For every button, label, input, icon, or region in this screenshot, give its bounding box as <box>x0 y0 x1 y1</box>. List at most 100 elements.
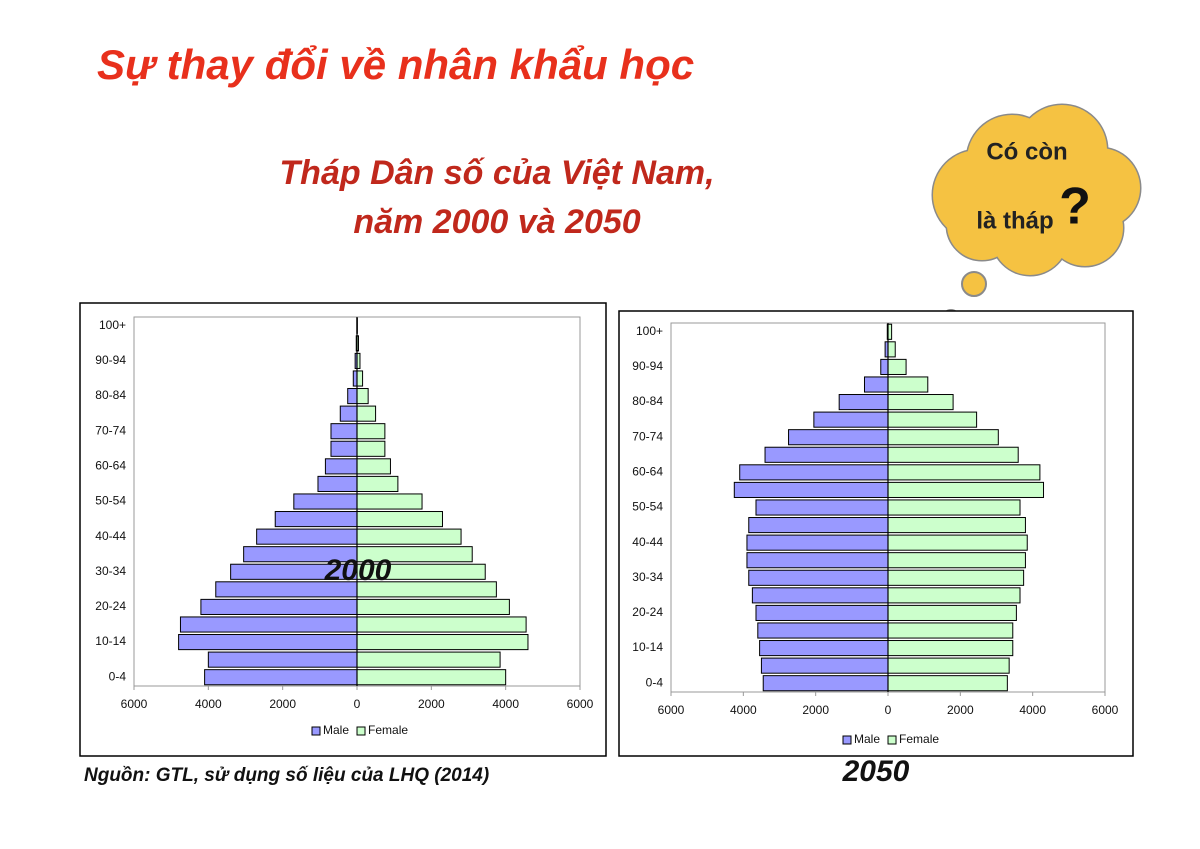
y-tick-label: 100+ <box>636 324 663 338</box>
bar <box>749 570 888 585</box>
bar <box>357 512 442 527</box>
bar <box>888 588 1020 603</box>
bar <box>357 389 368 404</box>
legend-swatch <box>357 727 365 735</box>
bar <box>357 476 398 491</box>
legend-label: Female <box>368 723 408 737</box>
y-tick-label: 60-64 <box>95 459 126 473</box>
y-tick-label: 10-14 <box>632 640 663 654</box>
y-tick-label: 80-84 <box>95 388 126 402</box>
x-tick-label: 6000 <box>1092 703 1119 717</box>
bar <box>734 482 888 497</box>
chart-annotation: 2000 <box>324 554 392 587</box>
bubble-question-mark: ? <box>1059 178 1091 236</box>
bar <box>331 441 357 456</box>
x-tick-label: 2000 <box>269 697 296 711</box>
bubble-text: Có còn <box>986 138 1067 165</box>
bar <box>357 371 363 386</box>
y-tick-label: 10-14 <box>95 634 126 648</box>
bar <box>179 635 357 650</box>
bar <box>888 553 1025 568</box>
bar <box>357 652 500 667</box>
bar <box>180 617 357 632</box>
bar <box>888 518 1025 533</box>
legend-swatch <box>843 736 851 744</box>
y-tick-label: 50-54 <box>632 500 663 514</box>
bar <box>749 518 888 533</box>
bar <box>888 342 895 357</box>
legend-swatch <box>312 727 320 735</box>
x-tick-label: 2000 <box>802 703 829 717</box>
y-tick-label: 90-94 <box>632 359 663 373</box>
x-tick-label: 4000 <box>195 697 222 711</box>
bar <box>752 588 888 603</box>
bar <box>357 424 385 439</box>
legend-swatch <box>888 736 896 744</box>
bar <box>765 447 888 462</box>
chart-annotation: 2050 <box>842 755 910 788</box>
bar <box>357 529 461 544</box>
bar <box>357 406 376 421</box>
bar <box>888 412 977 427</box>
bar <box>888 430 998 445</box>
bar <box>205 670 357 685</box>
y-tick-label: 50-54 <box>95 494 126 508</box>
bar <box>888 570 1024 585</box>
bar <box>357 617 526 632</box>
x-tick-label: 2000 <box>947 703 974 717</box>
slide-subtitle: Tháp Dân số của Việt Nam, <box>279 154 714 192</box>
slide-title: Sự thay đổi về nhân khẩu học <box>97 41 694 88</box>
bar <box>758 623 888 638</box>
y-tick-label: 70-74 <box>632 429 663 443</box>
bar <box>747 535 888 550</box>
x-tick-label: 2000 <box>418 697 445 711</box>
x-tick-label: 6000 <box>658 703 685 717</box>
bar <box>814 412 888 427</box>
slide-subtitle: năm 2000 và 2050 <box>353 203 640 241</box>
y-tick-label: 20-24 <box>632 605 663 619</box>
bar <box>340 406 357 421</box>
bar <box>789 430 888 445</box>
bar <box>318 476 357 491</box>
bar <box>357 494 422 509</box>
y-tick-label: 40-44 <box>95 529 126 543</box>
bar <box>357 441 385 456</box>
chart: 0-410-1420-2430-3440-4450-5460-6470-7480… <box>619 311 1133 788</box>
bar <box>348 389 357 404</box>
bar <box>756 500 888 515</box>
bar <box>888 395 953 410</box>
chart: 0-410-1420-2430-3440-4450-5460-6470-7480… <box>80 303 606 756</box>
bar <box>888 359 906 374</box>
bar <box>888 641 1013 656</box>
y-tick-label: 0-4 <box>646 675 664 689</box>
bar <box>888 676 1007 691</box>
bar <box>357 459 390 474</box>
x-tick-label: 4000 <box>1019 703 1046 717</box>
bar <box>888 447 1018 462</box>
legend-label: Male <box>323 723 349 737</box>
y-tick-label: 90-94 <box>95 353 126 367</box>
bar <box>888 535 1027 550</box>
bar <box>294 494 357 509</box>
x-tick-label: 4000 <box>730 703 757 717</box>
y-tick-label: 60-64 <box>632 465 663 479</box>
x-tick-label: 6000 <box>567 697 594 711</box>
bar <box>888 377 928 392</box>
x-tick-label: 6000 <box>121 697 148 711</box>
bar <box>888 482 1044 497</box>
bar <box>275 512 357 527</box>
bar <box>888 623 1013 638</box>
bar <box>325 459 357 474</box>
bar <box>357 670 506 685</box>
source-note: Nguồn: GTL, sử dụng số liệu của LHQ (201… <box>84 765 489 786</box>
x-tick-label: 4000 <box>492 697 519 711</box>
x-tick-label: 0 <box>354 697 361 711</box>
bar <box>747 553 888 568</box>
bar <box>257 529 357 544</box>
y-tick-label: 30-34 <box>95 564 126 578</box>
y-tick-label: 40-44 <box>632 535 663 549</box>
bar <box>888 500 1020 515</box>
bar <box>201 599 357 614</box>
